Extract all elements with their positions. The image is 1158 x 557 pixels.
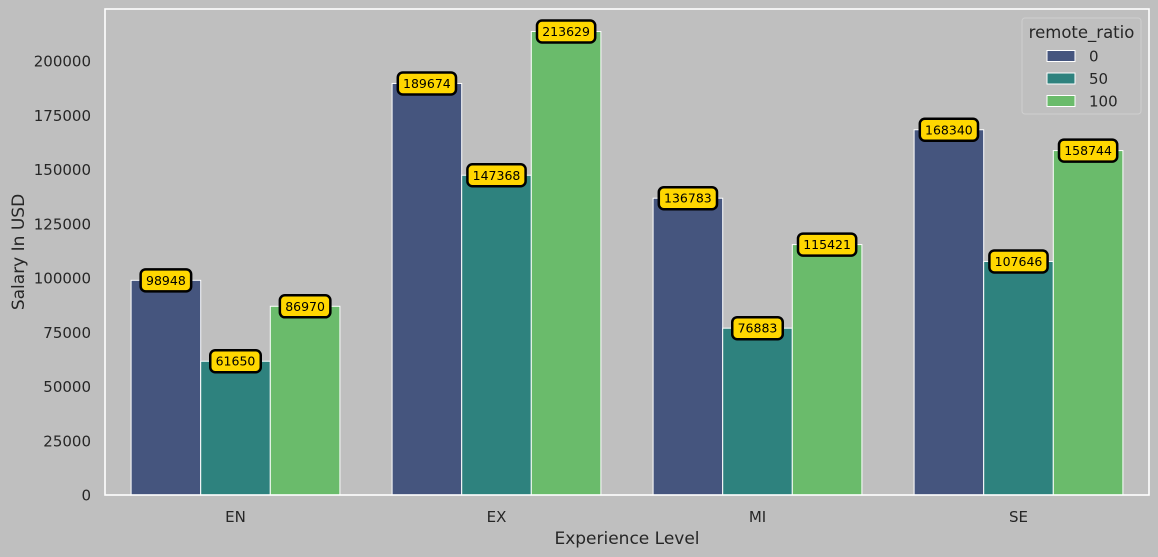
y-tick-label-150000: 150000: [34, 161, 91, 179]
data-label-box: [209, 348, 262, 374]
y-axis-ticks: 0 25000 50000 75000 100000 125000 150000 175000…: [34, 53, 91, 505]
data-label-box: [535, 19, 597, 44]
data-label-EX-50: 147368: [466, 163, 527, 188]
y-tick-label-25000: 25000: [43, 432, 91, 450]
data-label-value: 86970: [285, 299, 325, 314]
data-label-EX-0: 189674: [396, 71, 458, 96]
legend-swatch-50: [1046, 72, 1076, 85]
data-label-SE-100: 158744: [1057, 138, 1119, 163]
data-label-value: 189674: [403, 76, 451, 91]
x-tick-label-EX: EX: [487, 508, 507, 526]
y-tick-label-0: 0: [81, 487, 91, 505]
data-label-value: 115421: [803, 237, 851, 252]
y-tick-label-50000: 50000: [43, 378, 91, 396]
x-tick-label-EN: EN: [225, 508, 246, 526]
legend-frame: [1021, 17, 1142, 115]
data-label-SE-50: 107646: [988, 249, 1049, 274]
data-label-box: [918, 117, 980, 143]
data-label-value: 107646: [995, 254, 1043, 269]
data-label-MI-100: 115421: [796, 232, 858, 257]
legend-swatch-100: [1046, 95, 1076, 107]
data-label-value: 76883: [738, 321, 778, 336]
data-label-value: 136783: [664, 191, 712, 206]
plot-frame: [104, 8, 1150, 496]
bar-EX-50: [461, 174, 532, 496]
y-tick-label-125000: 125000: [34, 215, 91, 233]
y-tick-label-75000: 75000: [43, 324, 91, 342]
data-label-box: [731, 315, 784, 341]
y-axis-label: Salary In USD: [9, 194, 29, 310]
data-label-box: [796, 232, 858, 257]
bar-SE-0: [913, 129, 985, 496]
data-labels: 98948 61650 86970 189674 147368 213629 136783 7…: [139, 19, 1119, 374]
x-axis-label: Experience Level: [554, 529, 699, 549]
bar-EN-0: [130, 279, 202, 496]
legend-title: remote_ratio: [1029, 23, 1135, 43]
data-label-SE-0: 168340: [918, 117, 980, 143]
data-label-box: [988, 249, 1049, 274]
bar-SE-50: [983, 260, 1054, 496]
legend-entry-50: 50: [1089, 70, 1108, 88]
legend-entry-0: 0: [1089, 48, 1099, 66]
y-tick-label-175000: 175000: [34, 107, 91, 125]
legend: remote_ratio 0 50 100: [1021, 17, 1142, 115]
y-tick-label-200000: 200000: [34, 53, 91, 71]
bar-EX-0: [391, 82, 463, 496]
bar-MI-50: [722, 327, 793, 496]
data-label-value: 213629: [542, 24, 590, 39]
data-label-box: [1057, 138, 1119, 163]
bar-SE-100: [1052, 150, 1124, 496]
x-tick-label-MI: MI: [749, 508, 766, 526]
data-label-box: [657, 185, 719, 211]
legend-swatch-0: [1046, 50, 1076, 62]
x-axis-ticks: EN EX MI SE: [225, 508, 1028, 526]
legend-entry-100: 100: [1089, 93, 1118, 111]
bar-EX-100: [530, 31, 602, 496]
data-label-MI-0: 136783: [657, 185, 719, 211]
data-label-MI-50: 76883: [731, 315, 784, 341]
data-label-value: 98948: [146, 273, 186, 288]
bar-EN-100: [269, 305, 341, 496]
data-label-EN-100: 86970: [278, 294, 332, 319]
bar-MI-100: [791, 244, 863, 496]
data-label-EN-0: 98948: [139, 268, 193, 293]
data-label-box: [396, 71, 458, 96]
bar-EN-50: [200, 360, 271, 496]
data-label-EX-100: 213629: [535, 19, 597, 44]
x-tick-label-SE: SE: [1009, 508, 1028, 526]
bar-MI-0: [652, 197, 724, 496]
data-label-value: 158744: [1064, 143, 1112, 158]
data-label-box: [139, 268, 193, 293]
data-label-value: 147368: [473, 168, 521, 183]
y-tick-label-100000: 100000: [34, 270, 91, 288]
bars-layer: [130, 31, 1124, 496]
data-label-box: [278, 294, 332, 319]
data-label-value: 168340: [925, 122, 973, 137]
data-label-EN-50: 61650: [209, 348, 262, 374]
data-label-value: 61650: [216, 354, 256, 369]
data-label-box: [466, 163, 527, 188]
